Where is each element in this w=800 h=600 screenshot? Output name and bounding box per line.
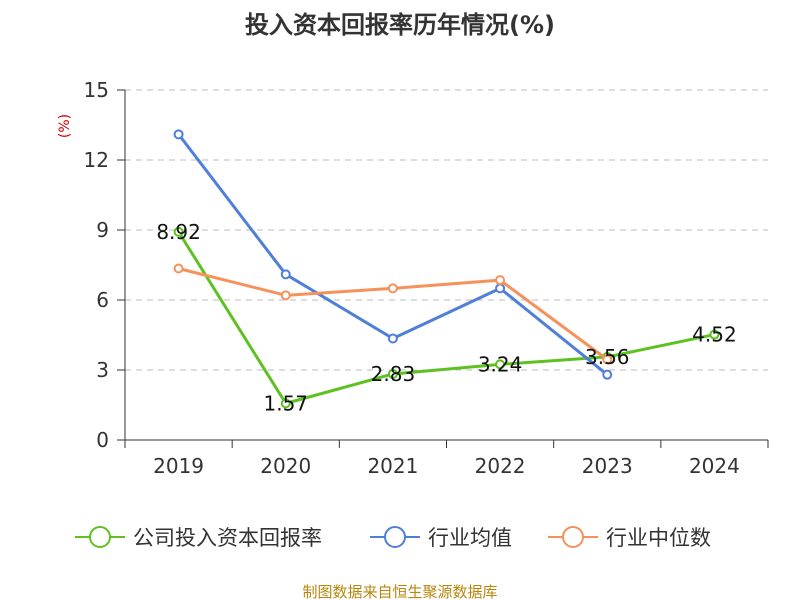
data-label-2019: 8.92 [156,220,201,244]
legend-item-1: 行业均值 [370,526,512,550]
legend-marker-1 [384,526,406,548]
series-2-point-2021 [387,283,398,294]
series-0-point-2024 [709,329,720,340]
legend-item-0: 公司投入资本回报率 [75,526,322,550]
series-line-0 [177,231,715,405]
gridlines [125,89,768,371]
y-tick-label-12: 12 [84,148,109,172]
x-tick-label-2021: 2021 [367,454,418,478]
series-line-2 [178,267,609,361]
data-label-2023: 3.56 [585,345,630,369]
legend-item-2: 行业中位数 [548,526,711,550]
data-label-2022: 3.24 [478,352,523,376]
legend-label-2: 行业中位数 [606,526,711,550]
series-2-point-2020 [280,290,291,301]
legend-marker-2 [562,526,584,548]
x-tick-label-2023: 2023 [582,454,633,478]
x-tick-label-2024: 2024 [689,454,740,478]
series-0-point-2021 [387,368,398,379]
series-0-point-2019 [173,226,184,237]
series-0-point-2022 [495,359,506,370]
legend-label-0: 公司投入资本回报率 [133,526,322,550]
series-2-point-2019 [173,263,184,274]
axes: 0 3 6 9 12 15 2019 2020 2021 2022 2023 2024 [84,78,769,478]
legend-label-1: 行业均值 [428,526,512,550]
data-label-2021: 2.83 [371,362,416,386]
chart-title: 投入资本回报率历年情况(%) [245,11,555,39]
series-0-point-2020 [280,398,291,409]
y-axis-unit-label: (%) [57,114,73,138]
y-tick-label-9: 9 [96,218,109,242]
y-tick-label-3: 3 [96,358,109,382]
series-1-point-2023 [602,369,613,380]
series-2-point-2022 [495,275,506,286]
series-2-point-2023 [602,354,613,365]
y-tick-label-6: 6 [96,288,109,312]
data-label-2024: 4.52 [692,323,737,347]
series-lines [173,129,720,409]
x-tick-label-2020: 2020 [260,454,311,478]
y-tick-label-0: 0 [96,428,109,452]
legend: 公司投入资本回报率 行业均值 行业中位数 [75,526,711,550]
series-1-point-2021 [387,333,398,344]
series-1-point-2019 [173,129,184,140]
series-1-point-2022 [495,283,506,294]
x-tick-label-2022: 2022 [475,454,526,478]
legend-marker-0 [89,526,111,548]
data-labels: 8.92 1.57 2.83 3.24 3.56 4.52 [156,220,736,416]
data-label-2020: 1.57 [263,391,308,415]
x-tick-label-2019: 2019 [153,454,204,478]
source-note: 制图数据来自恒生聚源数据库 [302,583,497,600]
y-tick-label-15: 15 [84,78,109,102]
series-1-point-2020 [280,269,291,280]
